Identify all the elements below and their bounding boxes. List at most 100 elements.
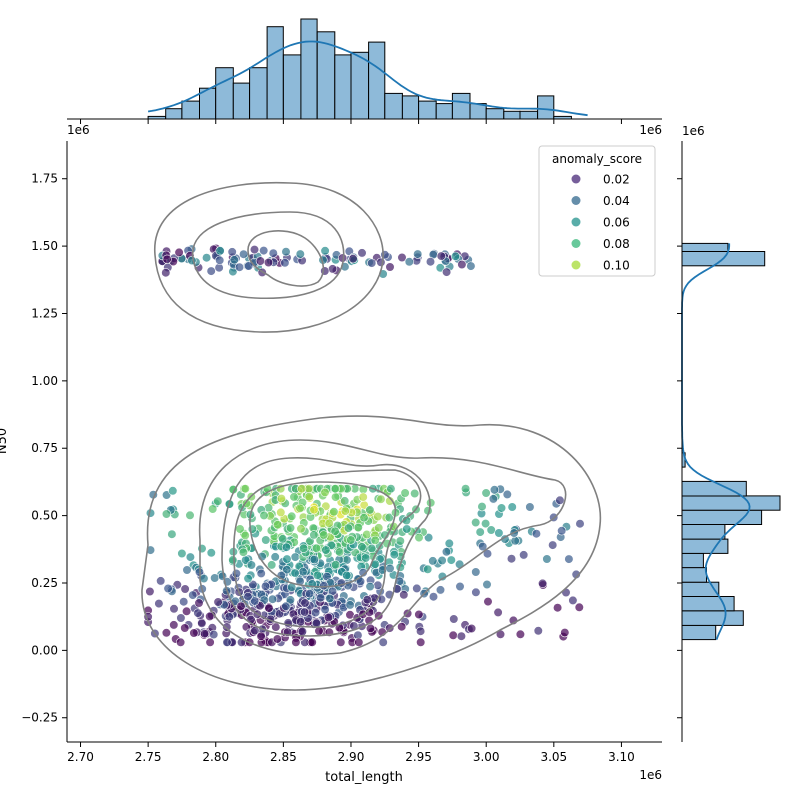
y-tick-label: 0.00 — [31, 643, 58, 657]
scatter-point — [188, 590, 198, 600]
scatter-point — [197, 543, 207, 554]
scatter-point — [222, 637, 232, 647]
scatter-point — [289, 492, 299, 502]
scatter-point — [309, 554, 319, 565]
x-tick-label: 2.80 — [202, 750, 229, 764]
scatter-point — [329, 507, 339, 517]
scatter-point — [357, 248, 367, 258]
scatter-point — [385, 262, 395, 272]
top-marginal-bar — [266, 26, 284, 120]
scatter-point — [307, 637, 317, 647]
scatter-point — [493, 607, 503, 618]
scatter-point — [494, 528, 504, 538]
scatter-point — [249, 245, 260, 255]
scatter-point — [320, 266, 330, 276]
scatter-point — [259, 246, 269, 256]
x-tick-label: 3.10 — [608, 750, 635, 764]
scatter-point — [215, 255, 225, 265]
scatter-point — [276, 494, 287, 504]
scatter-point — [312, 570, 323, 580]
scatter-point — [362, 529, 372, 540]
scatter-point — [243, 591, 253, 602]
scatter-point — [194, 598, 204, 608]
scatter-point — [340, 496, 350, 506]
scatter-point — [255, 256, 266, 266]
scatter-point — [259, 510, 269, 521]
scatter-point — [210, 573, 220, 583]
scatter-point — [185, 510, 195, 520]
scatter-point — [323, 612, 334, 623]
top-marginal-bar — [485, 108, 505, 120]
scatter-point — [436, 251, 446, 261]
scatter-point — [227, 247, 237, 257]
x-axis-offset-label: 1e6 — [639, 768, 662, 782]
x-tick-label: 2.90 — [338, 750, 365, 764]
right-marginal-bar — [681, 552, 704, 569]
scatter-point — [176, 613, 186, 623]
legend: anomaly_score 0.02 0.04 0.06 0.08 0.10 — [538, 145, 656, 277]
scatter-point — [400, 488, 410, 498]
legend-entry-label: 0.08 — [603, 237, 630, 251]
scatter-point — [180, 584, 190, 594]
top-marginal-bar — [334, 54, 352, 120]
scatter-point — [531, 529, 542, 539]
scatter-point — [272, 634, 283, 644]
scatter-point — [295, 249, 305, 259]
scatter-point — [156, 576, 166, 586]
scatter-point — [489, 485, 500, 495]
right-marginal-histogram: 1e6 — [677, 124, 781, 742]
scatter-point — [564, 554, 574, 564]
scatter-point — [446, 555, 456, 565]
scatter-point — [228, 555, 238, 565]
scatter-point — [167, 529, 177, 539]
legend-marker — [571, 174, 581, 184]
scatter-point — [264, 603, 274, 613]
top-marginal-bar — [401, 95, 420, 120]
top-marginal-bars — [147, 18, 572, 120]
scatter-point — [261, 535, 271, 545]
scatter-point — [319, 530, 329, 540]
scatter-point — [278, 534, 288, 544]
scatter-point — [319, 581, 329, 591]
scatter-point — [515, 629, 526, 639]
scatter-point — [239, 249, 249, 259]
top-marginal-bar — [249, 67, 268, 120]
right-marginal-bar — [681, 524, 726, 540]
y-tick-label: 1.75 — [31, 172, 58, 186]
scatter-point — [574, 602, 584, 612]
scatter-point — [168, 486, 178, 496]
scatter-point — [162, 254, 172, 264]
scatter-point — [385, 563, 395, 574]
y-axis-label: N50 — [0, 428, 10, 454]
scatter-point — [256, 631, 266, 641]
scatter-point — [324, 518, 334, 528]
scatter-point — [273, 520, 283, 530]
y-tick-label: 0.25 — [31, 576, 58, 590]
scatter-point — [424, 532, 434, 543]
scatter-point — [359, 513, 369, 523]
scatter-points — [143, 243, 585, 647]
x-axis-ticks: 2.70 2.75 2.80 2.85 2.90 2.95 3.00 3.05 3.10 — [67, 742, 635, 764]
y-tick-label: 0.75 — [31, 441, 58, 455]
scatter-point — [243, 573, 253, 584]
right-marginal-bar — [681, 610, 744, 626]
scatter-point — [297, 626, 308, 637]
top-marginal-kde-line — [147, 40, 588, 117]
scatter-point — [256, 568, 266, 579]
scatter-point — [300, 598, 310, 608]
scatter-point — [525, 502, 535, 512]
scatter-point — [519, 550, 529, 560]
right-marginal-bar — [681, 538, 729, 554]
y-tick-label: 1.25 — [31, 306, 58, 320]
scatter-point — [448, 630, 458, 640]
scatter-point — [397, 252, 407, 263]
scatter-point — [268, 594, 278, 604]
scatter-point — [414, 609, 424, 620]
scatter-point — [208, 504, 218, 514]
scatter-point — [348, 254, 358, 264]
scatter-point — [213, 496, 223, 506]
scatter-point — [373, 511, 383, 522]
y-tick-label: 1.00 — [31, 374, 58, 388]
scatter-point — [174, 247, 184, 257]
scatter-point — [537, 578, 548, 589]
